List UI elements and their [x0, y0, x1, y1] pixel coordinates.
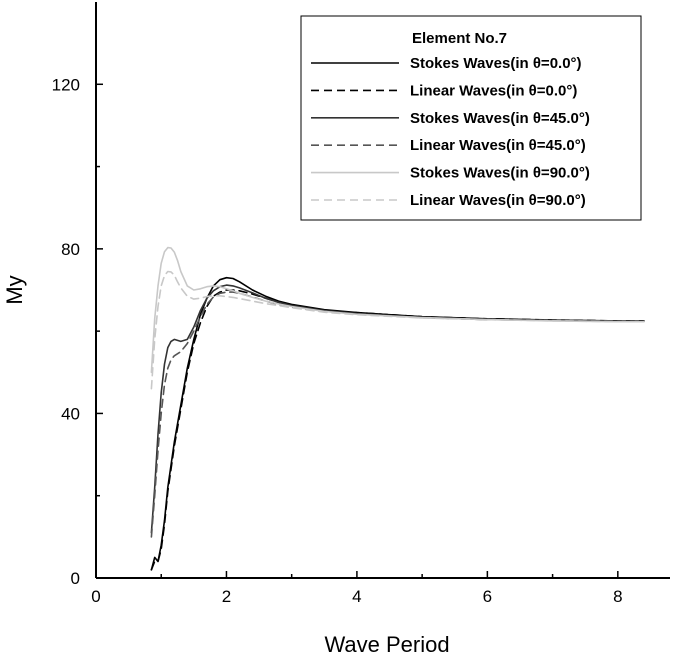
- legend-label: Stokes Waves(in θ=45.0°): [410, 110, 590, 127]
- legend-title: Element No.7: [412, 30, 507, 47]
- x-axis-title: Wave Period: [324, 632, 449, 657]
- x-tick-label: 0: [91, 587, 100, 606]
- x-tick-label: 8: [613, 587, 622, 606]
- legend-item: Linear Waves(in θ=90.0°): [311, 192, 586, 209]
- legend-label: Linear Waves(in θ=0.0°): [410, 82, 577, 99]
- legend-item: Stokes Waves(in θ=45.0°): [311, 110, 590, 127]
- series-layer: [150, 246, 645, 571]
- series-line-2: [150, 289, 645, 571]
- legend-label: Stokes Waves(in θ=0.0°): [410, 55, 582, 72]
- series-line-5: [150, 246, 645, 374]
- legend-item: Linear Waves(in θ=45.0°): [311, 137, 586, 154]
- y-tick-label: 0: [71, 569, 80, 588]
- x-tick-label: 6: [483, 587, 492, 606]
- x-ticks: 0 2 4 6 8: [91, 571, 623, 606]
- legend-item: Stokes Waves(in θ=90.0°): [311, 165, 590, 182]
- legend-item: Stokes Waves(in θ=0.0°): [311, 55, 582, 72]
- legend-label: Linear Waves(in θ=45.0°): [410, 137, 586, 154]
- x-tick-label: 4: [352, 587, 361, 606]
- series-line-6: [150, 270, 645, 390]
- y-tick-label: 80: [61, 240, 80, 259]
- legend-items: Stokes Waves(in θ=0.0°) Linear Waves(in θ…: [311, 55, 590, 209]
- y-tick-label: 40: [61, 404, 80, 423]
- plot-area: 0 2 4 6 8 0 40 80 120: [52, 2, 670, 606]
- legend-label: Stokes Waves(in θ=90.0°): [410, 165, 590, 182]
- legend-label: Linear Waves(in θ=90.0°): [410, 192, 586, 209]
- x-tick-label: 2: [222, 587, 231, 606]
- legend-item: Linear Waves(in θ=0.0°): [311, 82, 577, 99]
- y-tick-label: 120: [52, 75, 80, 94]
- y-ticks: 0 40 80 120: [52, 75, 103, 588]
- legend: Element No.7 Stokes Waves(in θ=0.0°) Line…: [300, 15, 642, 221]
- y-axis-title: My: [2, 275, 27, 304]
